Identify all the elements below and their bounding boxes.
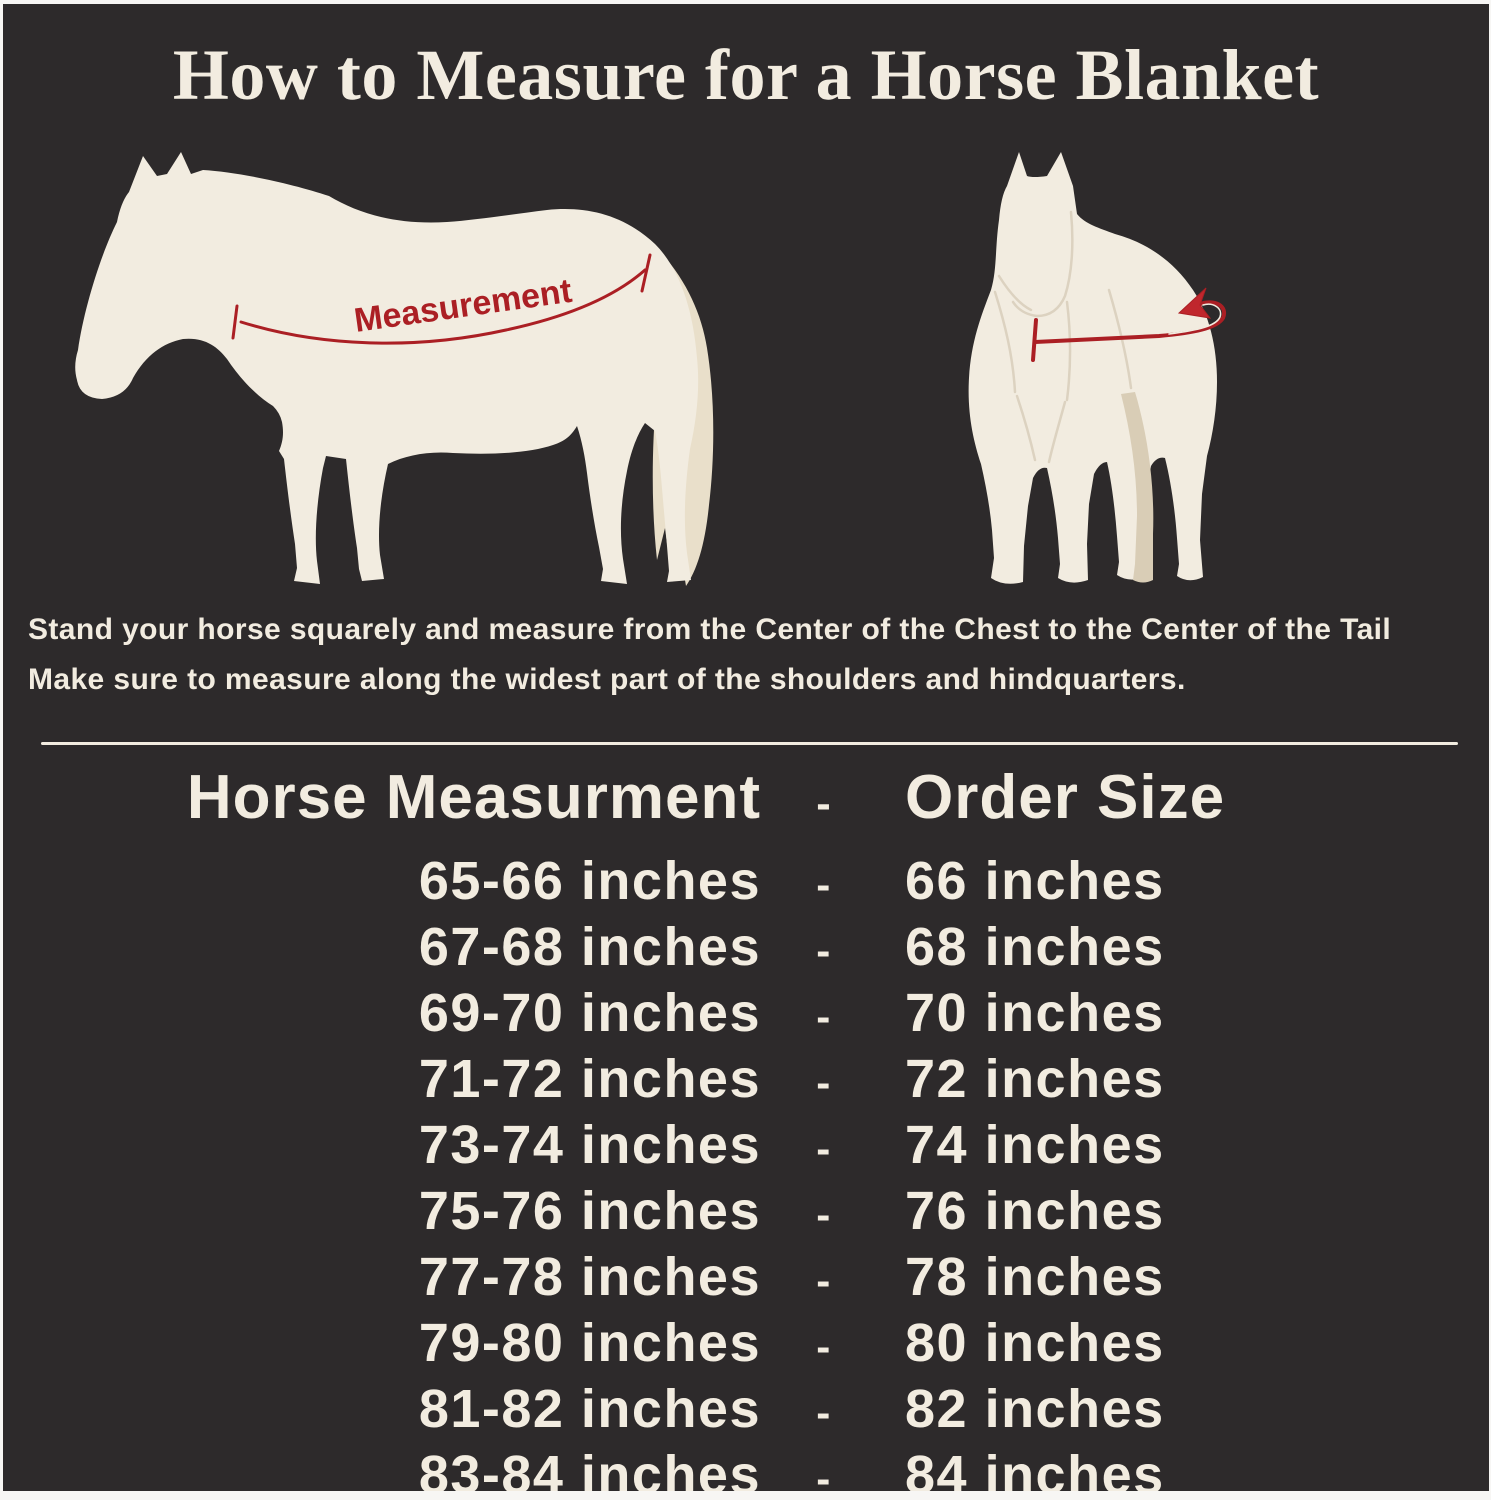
horse-far-leg-shading: [1121, 392, 1154, 583]
header-measurement-col: Horse Measurment: [186, 763, 761, 832]
row-order-size: 68 inches: [905, 917, 1165, 977]
size-row: 81-82 inches - 82 inches: [3, 1378, 1489, 1444]
row-separator: -: [816, 1059, 832, 1106]
size-chart: Horse Measurment - Order Size 65-66 inch…: [3, 760, 1489, 1500]
row-separator: -: [816, 1455, 832, 1500]
row-order-size: 80 inches: [905, 1313, 1165, 1373]
size-row: 73-74 inches - 74 inches: [3, 1114, 1489, 1180]
horse-body: [75, 152, 699, 584]
row-measurement: 69-70 inches: [418, 983, 761, 1043]
row-measurement: 75-76 inches: [418, 1181, 761, 1241]
row-separator: -: [816, 1323, 832, 1370]
row-separator: -: [816, 993, 832, 1040]
size-row: 65-66 inches - 66 inches: [3, 850, 1489, 916]
size-row: 77-78 inches - 78 inches: [3, 1246, 1489, 1312]
row-measurement: 65-66 inches: [418, 851, 761, 911]
row-measurement: 83-84 inches: [418, 1445, 761, 1500]
horse-body: [968, 152, 1217, 584]
row-measurement: 71-72 inches: [418, 1049, 761, 1109]
horse-front-view-illustration: [968, 152, 1227, 584]
row-measurement: 79-80 inches: [418, 1313, 761, 1373]
row-order-size: 78 inches: [905, 1247, 1165, 1307]
size-row: 67-68 inches - 68 inches: [3, 916, 1489, 982]
row-separator: -: [816, 1191, 832, 1238]
row-separator: -: [816, 861, 832, 908]
size-row: 83-84 inches - 84 inches: [3, 1444, 1489, 1500]
section-divider: [41, 742, 1458, 745]
row-measurement: 77-78 inches: [418, 1247, 761, 1307]
row-measurement: 67-68 inches: [418, 917, 761, 977]
row-separator: -: [816, 927, 832, 974]
header-order-size-col: Order Size: [905, 763, 1226, 832]
row-measurement: 73-74 inches: [418, 1115, 761, 1175]
size-row: 75-76 inches - 76 inches: [3, 1180, 1489, 1246]
wrap-arrow-icon: [1031, 287, 1227, 362]
row-order-size: 84 inches: [905, 1445, 1165, 1500]
row-order-size: 76 inches: [905, 1181, 1165, 1241]
size-row: 79-80 inches - 80 inches: [3, 1312, 1489, 1378]
row-measurement: 81-82 inches: [418, 1379, 761, 1439]
row-order-size: 66 inches: [905, 851, 1165, 911]
size-row: 69-70 inches - 70 inches: [3, 982, 1489, 1048]
row-separator: -: [816, 1125, 832, 1172]
size-row: 71-72 inches - 72 inches: [3, 1048, 1489, 1114]
measuring-instructions: Stand your horse squarely and measure fr…: [28, 605, 1469, 705]
instruction-line-1: Stand your horse squarely and measure fr…: [28, 613, 1392, 646]
header-separator: -: [816, 780, 832, 828]
instruction-line-2: Make sure to measure along the widest pa…: [28, 663, 1186, 696]
row-separator: -: [816, 1257, 832, 1304]
horse-contour-lines: [993, 210, 1133, 464]
measurement-line: [231, 253, 652, 345]
row-order-size: 82 inches: [905, 1379, 1165, 1439]
row-order-size: 70 inches: [905, 983, 1165, 1043]
horse-side-view-illustration: Measurement: [75, 152, 714, 586]
page-title: How to Measure for a Horse Blanket: [172, 35, 1320, 115]
row-order-size: 72 inches: [905, 1049, 1165, 1109]
row-separator: -: [816, 1389, 832, 1436]
row-order-size: 74 inches: [905, 1115, 1165, 1175]
size-chart-header: Horse Measurment - Order Size: [3, 760, 1489, 842]
